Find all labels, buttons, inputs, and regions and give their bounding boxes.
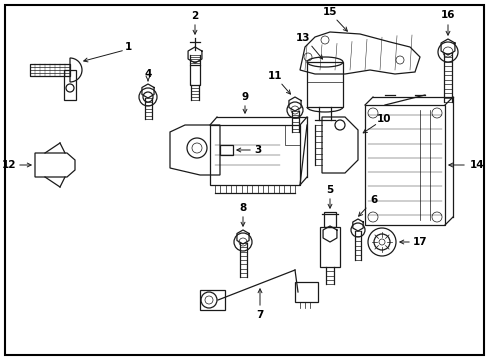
Text: 10: 10 xyxy=(376,114,390,124)
Text: 7: 7 xyxy=(256,310,263,320)
Text: 2: 2 xyxy=(191,11,198,21)
Text: 4: 4 xyxy=(144,69,151,79)
Text: 12: 12 xyxy=(2,160,16,170)
Bar xyxy=(285,125,299,145)
Bar xyxy=(30,64,70,76)
Text: 15: 15 xyxy=(322,7,337,17)
Text: 8: 8 xyxy=(239,203,246,213)
Bar xyxy=(190,65,200,85)
Text: 17: 17 xyxy=(412,237,427,247)
Text: 14: 14 xyxy=(469,160,483,170)
Bar xyxy=(209,125,299,185)
Text: 13: 13 xyxy=(295,33,309,43)
Text: 5: 5 xyxy=(325,185,333,195)
Bar xyxy=(306,62,342,107)
Text: 3: 3 xyxy=(254,145,261,155)
Bar xyxy=(294,282,317,302)
Bar xyxy=(324,212,335,227)
Text: 1: 1 xyxy=(124,42,131,52)
Bar xyxy=(64,70,76,100)
Text: 9: 9 xyxy=(241,92,248,102)
Text: 11: 11 xyxy=(267,71,282,81)
Bar xyxy=(364,105,444,225)
Text: 16: 16 xyxy=(440,10,454,20)
Text: 6: 6 xyxy=(369,195,377,205)
Bar xyxy=(319,227,339,267)
Bar xyxy=(200,290,224,310)
